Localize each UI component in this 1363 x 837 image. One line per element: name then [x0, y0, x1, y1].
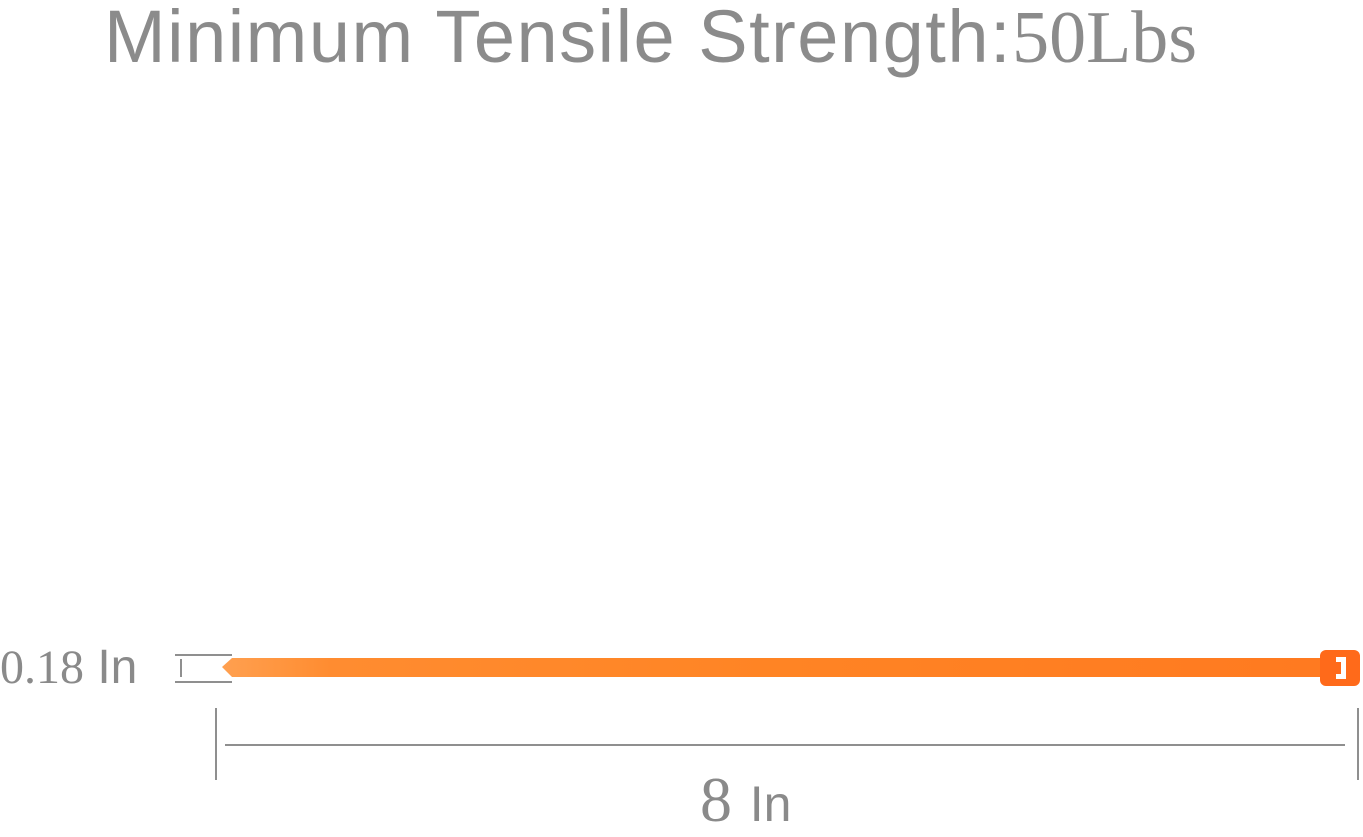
width-unit: In	[97, 641, 138, 694]
length-extension-left	[215, 708, 217, 780]
width-bracket-top	[175, 654, 232, 656]
cable-tie-head-slot	[1336, 657, 1346, 679]
title-value: 50Lbs	[1012, 0, 1198, 79]
width-bracket-tick	[180, 659, 182, 677]
width-dimension-label: 0.18 In	[0, 640, 137, 695]
width-value: 0.18	[0, 641, 84, 694]
length-value: 8	[700, 764, 732, 835]
length-dimension-line	[225, 744, 1345, 746]
length-extension-right	[1357, 708, 1359, 780]
cable-tie-strap	[222, 658, 1322, 677]
length-dimension-label: 8 In	[700, 762, 791, 837]
cable-tie-head	[1320, 650, 1360, 686]
tensile-strength-title: Minimum Tensile Strength:50Lbs	[104, 0, 1197, 81]
length-unit: In	[749, 776, 792, 832]
title-label: Minimum Tensile Strength:	[104, 0, 1013, 78]
width-bracket-bottom	[175, 681, 232, 683]
